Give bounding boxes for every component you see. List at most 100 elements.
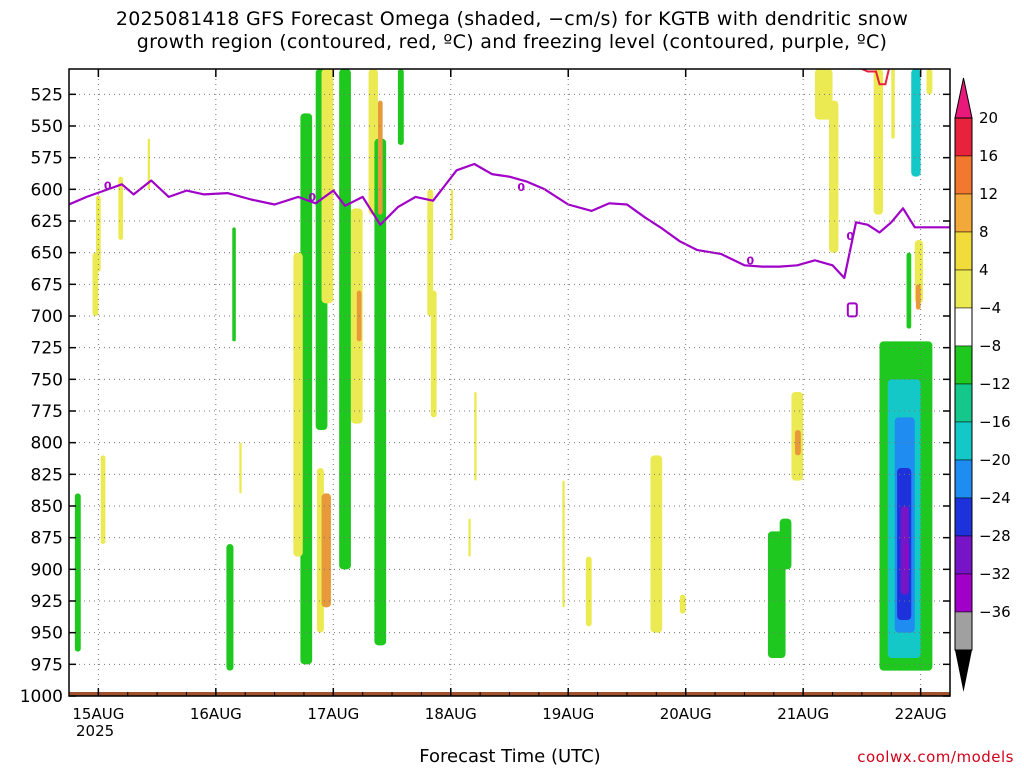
- omega-cell: [300, 113, 313, 665]
- x-tick-label: 16AUG: [190, 705, 242, 723]
- colorbar-label: 16: [979, 147, 998, 165]
- colorbar-segment: [954, 269, 973, 309]
- x-tick-label: 19AUG: [542, 705, 594, 723]
- omega-cell: [239, 442, 242, 494]
- x-tick-label: 22AUG: [895, 705, 947, 723]
- x-tick-label: 15AUG: [72, 705, 124, 723]
- chart-title-line-1: 2025081418 GFS Forecast Omega (shaded, −…: [115, 8, 909, 30]
- x-tick-label: 20AUG: [660, 705, 712, 723]
- omega-cell: [100, 455, 106, 544]
- y-tick-label: 575: [31, 149, 63, 169]
- omega-cell: [900, 506, 909, 595]
- plot-frame: [68, 68, 951, 697]
- colorbar-segment: [954, 307, 973, 347]
- omega-cell: [911, 69, 921, 177]
- colorbar-label: −12: [979, 375, 1011, 393]
- omega-cell: [427, 189, 434, 316]
- omega-cell: [829, 100, 839, 253]
- y-tick-label: 975: [31, 655, 63, 675]
- omega-cell: [891, 69, 895, 139]
- y-tick-label: 625: [31, 212, 63, 232]
- freezing-level-island: [846, 302, 858, 318]
- freezing-contour-label: 0: [746, 254, 754, 267]
- omega-cell: [321, 69, 334, 304]
- omega-cell: [321, 493, 331, 608]
- omega-cell: [650, 455, 663, 633]
- y-tick-label: 725: [31, 339, 63, 359]
- source-credit[interactable]: coolwx.com/models: [857, 748, 1014, 766]
- colorbar-segment: [954, 383, 973, 423]
- omega-cell: [293, 252, 303, 557]
- omega-cell: [915, 284, 921, 310]
- y-tick-label: 600: [31, 180, 63, 200]
- y-tick-label: 525: [31, 85, 63, 105]
- colorbar-top-arrow: [954, 77, 973, 119]
- colorbar-label: −20: [979, 451, 1011, 469]
- omega-cell: [873, 69, 884, 215]
- y-tick-label: 825: [31, 465, 63, 485]
- x-tick-label: 17AUG: [307, 705, 359, 723]
- omega-cell: [450, 189, 454, 240]
- chart-title-line-2: growth region (contoured, red, ºC) and f…: [136, 31, 888, 53]
- omega-cell: [374, 138, 387, 646]
- omega-cell: [585, 556, 592, 627]
- y-tick-label: 875: [31, 529, 63, 549]
- colorbar-label: −8: [979, 337, 1001, 355]
- freezing-level-line: [69, 162, 950, 280]
- chart-title: 2025081418 GFS Forecast Omega (shaded, −…: [0, 8, 1024, 54]
- omega-cell: [906, 544, 909, 570]
- colorbar-segment: [954, 345, 973, 385]
- colorbar-label: 8: [979, 223, 989, 241]
- omega-cell: [814, 69, 833, 120]
- freezing-contour-label: 0: [308, 191, 316, 204]
- omega-cell: [92, 252, 99, 316]
- omega-cell: [339, 69, 351, 570]
- plot-area: 0 0 0 0 0: [69, 69, 950, 696]
- y-tick-label: 550: [31, 117, 63, 137]
- omega-cell: [74, 493, 81, 652]
- omega-cell: [118, 176, 124, 240]
- omega-cell: [794, 430, 801, 456]
- colorbar-segment: [954, 497, 973, 537]
- omega-cell: [906, 252, 912, 329]
- freezing-contour-label: 0: [846, 230, 854, 243]
- y-tick-label: 1000: [20, 687, 63, 707]
- x-axis-year-label: 2025: [76, 722, 115, 740]
- freezing-contour-label: 0: [104, 180, 112, 193]
- dgz-contour: [861, 69, 890, 86]
- colorbar-segment: [954, 117, 973, 157]
- freezing-contour-label: 0: [517, 181, 525, 194]
- colorbar-segment: [954, 535, 973, 575]
- omega-cell: [562, 480, 565, 608]
- y-tick-label: 750: [31, 370, 63, 390]
- colorbar-label: 20: [979, 109, 998, 127]
- colorbar-segment: [954, 611, 973, 651]
- y-tick-label: 775: [31, 402, 63, 422]
- y-tick-label: 650: [31, 244, 63, 264]
- omega-cell: [474, 392, 477, 481]
- x-axis-title: Forecast Time (UTC): [419, 746, 601, 767]
- colorbar-label: −28: [979, 527, 1011, 545]
- omega-cell: [147, 138, 151, 190]
- omega-cell: [430, 290, 437, 418]
- y-tick-label: 675: [31, 275, 63, 295]
- colorbar-label: −24: [979, 489, 1011, 507]
- y-tick-label: 950: [31, 624, 63, 644]
- colorbar-label: 12: [979, 185, 998, 203]
- omega-cell: [779, 518, 792, 570]
- colorbar-label: −16: [979, 413, 1011, 431]
- omega-cell: [377, 100, 383, 215]
- colorbar-label: 4: [979, 261, 989, 279]
- y-tick-label: 800: [31, 434, 63, 454]
- colorbar-segment: [954, 459, 973, 499]
- colorbar-segment: [954, 155, 973, 195]
- omega-cell: [226, 544, 234, 671]
- omega-cell: [397, 69, 404, 145]
- omega-cell: [926, 69, 933, 95]
- y-tick-label: 850: [31, 497, 63, 517]
- colorbar-label: −32: [979, 565, 1011, 583]
- colorbar-bottom-arrow: [955, 650, 972, 692]
- colorbar-segment: [954, 231, 973, 271]
- y-tick-label: 900: [31, 560, 63, 580]
